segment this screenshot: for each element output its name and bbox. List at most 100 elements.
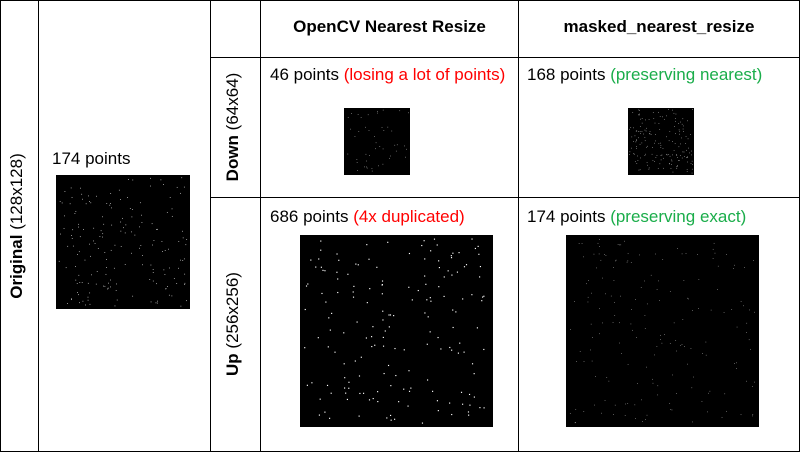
point — [87, 299, 89, 301]
point — [85, 203, 87, 205]
point — [394, 144, 396, 146]
point — [371, 168, 373, 170]
point — [327, 346, 329, 348]
point — [383, 130, 385, 131]
original-caption: 174 points — [52, 147, 130, 170]
point — [429, 331, 431, 333]
point — [382, 336, 384, 339]
point — [639, 126, 641, 127]
point — [692, 310, 693, 312]
point — [180, 192, 181, 194]
point — [661, 342, 663, 344]
point — [673, 322, 675, 324]
point — [658, 143, 660, 145]
point — [382, 148, 384, 150]
point — [131, 216, 133, 218]
point — [468, 393, 471, 396]
point — [120, 230, 122, 232]
point — [680, 143, 681, 145]
point — [369, 155, 370, 156]
point — [79, 236, 81, 238]
point — [583, 256, 584, 258]
point — [636, 139, 637, 141]
point — [429, 297, 431, 299]
point — [95, 283, 97, 285]
point — [671, 409, 673, 411]
point — [630, 262, 632, 263]
point — [130, 252, 132, 254]
point — [740, 414, 742, 416]
point — [326, 384, 329, 387]
point — [82, 300, 84, 302]
point — [394, 347, 396, 350]
point — [110, 286, 111, 288]
col-header-masked: masked_nearest_resize — [563, 17, 755, 36]
point — [374, 136, 375, 137]
point — [687, 138, 689, 140]
point — [169, 267, 170, 269]
point — [83, 229, 84, 230]
point — [687, 120, 688, 122]
point — [643, 133, 645, 135]
point — [320, 240, 322, 242]
point — [357, 170, 358, 171]
point — [608, 380, 610, 382]
point — [457, 352, 459, 354]
point — [359, 392, 361, 395]
border-top — [0, 0, 800, 1]
point — [318, 414, 320, 416]
up-masked-dots — [569, 239, 755, 424]
point — [406, 148, 407, 150]
point — [657, 385, 659, 387]
point — [375, 148, 376, 150]
point — [390, 385, 392, 387]
down-masked-dots — [629, 109, 693, 174]
point — [123, 227, 124, 229]
divider-row-mid — [210, 197, 800, 198]
up-masked-count: 174 points — [527, 207, 606, 226]
point — [683, 151, 685, 153]
point — [71, 197, 73, 198]
point — [635, 130, 637, 132]
point — [599, 246, 600, 247]
point — [108, 282, 109, 284]
point — [687, 156, 689, 158]
point — [64, 215, 65, 217]
point — [724, 393, 726, 395]
point — [652, 147, 653, 148]
point — [479, 276, 481, 278]
point — [731, 309, 733, 310]
point — [604, 254, 605, 255]
point — [463, 351, 465, 353]
point — [311, 382, 313, 384]
point — [673, 150, 675, 151]
point — [680, 121, 681, 123]
point — [483, 295, 485, 297]
point — [426, 379, 429, 381]
point — [456, 271, 459, 273]
point — [378, 165, 379, 167]
point — [408, 286, 410, 288]
point — [79, 302, 80, 304]
point — [186, 239, 188, 240]
point — [156, 302, 158, 304]
point — [636, 337, 637, 338]
point — [357, 114, 359, 115]
point — [368, 258, 370, 260]
point — [686, 149, 687, 151]
point — [682, 118, 684, 120]
col-header-opencv: OpenCV Nearest Resize — [293, 17, 486, 36]
point — [646, 146, 647, 148]
point — [164, 250, 166, 251]
point — [91, 274, 93, 276]
point — [129, 207, 131, 209]
point — [181, 230, 183, 232]
point — [581, 243, 583, 244]
point — [619, 322, 620, 324]
point — [338, 259, 340, 261]
point — [111, 207, 112, 209]
point — [320, 249, 322, 251]
point — [369, 288, 371, 290]
point — [712, 258, 714, 259]
point — [674, 143, 676, 145]
